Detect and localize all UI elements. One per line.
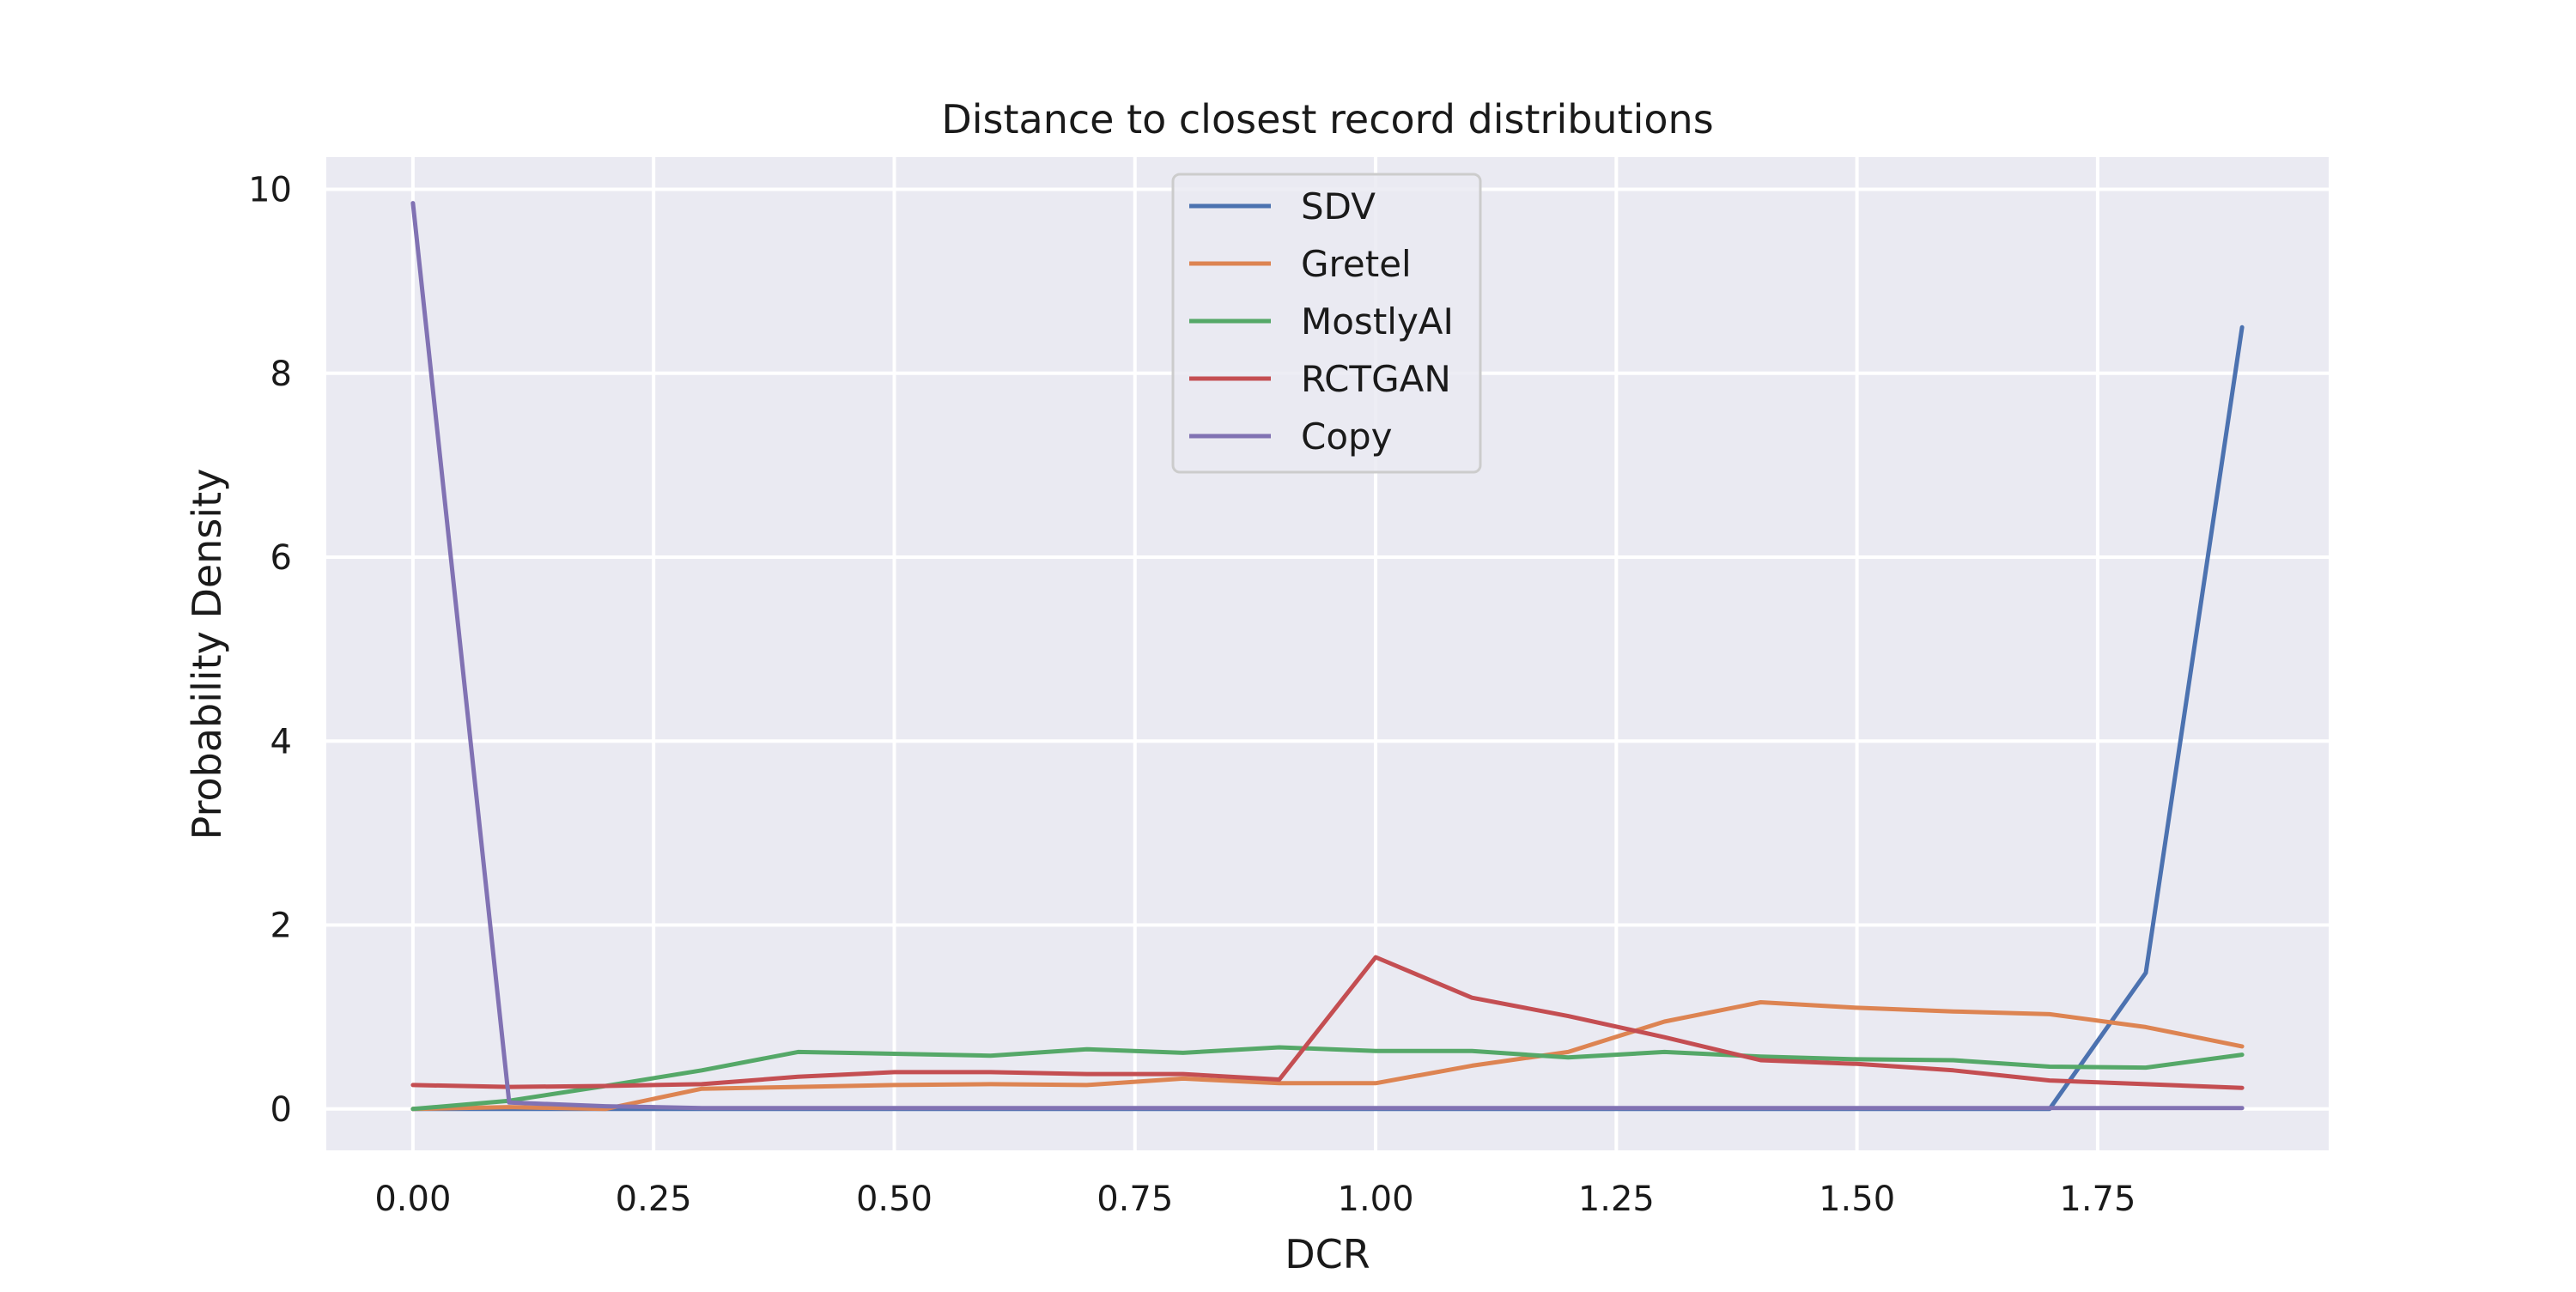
x-tick-label: 0.25 [616,1180,692,1219]
x-tick-label: 0.75 [1097,1180,1173,1219]
x-axis-label: DCR [1285,1231,1370,1277]
legend-items: SDV Gretel MostlyAI RCTGAN Copy [1189,185,1454,458]
series-line-copy [410,201,2245,1111]
legend-label-rctgan: RCTGAN [1301,358,1451,400]
series-line-rctgan [410,955,2245,1090]
y-tick-label: 6 [270,538,292,578]
y-tick-label: 0 [270,1090,292,1130]
x-tick-labels: 0.00 0.25 0.50 0.75 1.00 1.25 1.50 1.75 [374,1180,2136,1219]
legend-label-copy: Copy [1301,416,1393,458]
y-tick-label: 2 [270,907,292,946]
legend-box [1171,173,1482,474]
y-axis-label: Probability Density [184,469,230,840]
y-tick-labels: 0 2 4 6 8 10 [248,170,292,1129]
legend-label-gretel: Gretel [1301,243,1412,285]
y-tick-label: 8 [270,355,292,394]
series-line-mostlyai [410,1045,2245,1112]
y-tick-label: 10 [248,170,292,209]
y-tick-label: 4 [270,722,292,761]
legend-label-mostlyai: MostlyAI [1301,300,1454,343]
x-tick-label: 1.25 [1578,1180,1655,1219]
x-tick-label: 1.50 [1819,1180,1895,1219]
x-tick-label: 0.50 [856,1180,933,1219]
legend: SDV Gretel MostlyAI RCTGAN Copy [1171,173,1482,474]
legend-label-sdv: SDV [1301,185,1376,227]
series-lines [410,201,2245,1112]
x-tick-label: 1.75 [2059,1180,2136,1219]
x-tick-label: 1.00 [1338,1180,1414,1219]
chart-title: Distance to closest record distributions [941,96,1713,143]
x-tick-label: 0.00 [374,1180,451,1219]
series-line-gretel [410,1000,2245,1112]
